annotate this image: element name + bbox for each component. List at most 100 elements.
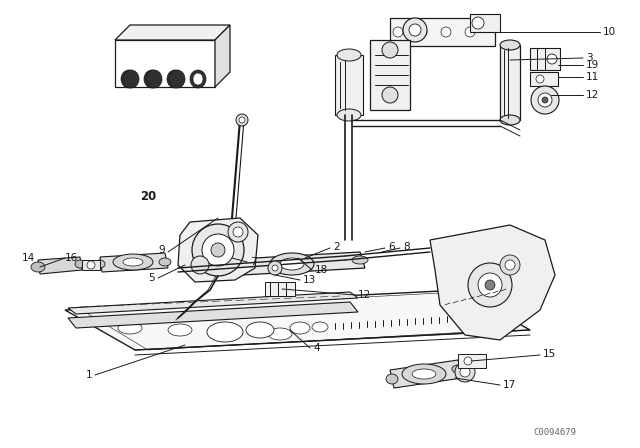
Text: 11: 11 xyxy=(586,72,599,82)
Circle shape xyxy=(468,263,512,307)
Circle shape xyxy=(382,42,398,58)
Circle shape xyxy=(465,27,475,37)
Circle shape xyxy=(472,17,484,29)
Circle shape xyxy=(236,114,248,126)
Circle shape xyxy=(460,367,470,377)
Ellipse shape xyxy=(193,73,203,85)
Text: 4: 4 xyxy=(313,343,319,353)
Ellipse shape xyxy=(75,260,85,268)
Polygon shape xyxy=(430,225,555,340)
Bar xyxy=(115,40,215,87)
Ellipse shape xyxy=(337,49,361,61)
Text: 16: 16 xyxy=(65,253,78,263)
Text: 13: 13 xyxy=(303,275,316,285)
Polygon shape xyxy=(100,253,168,272)
Ellipse shape xyxy=(312,322,328,332)
Ellipse shape xyxy=(31,262,45,272)
Ellipse shape xyxy=(144,70,160,88)
Ellipse shape xyxy=(146,70,162,88)
Ellipse shape xyxy=(190,70,206,88)
Circle shape xyxy=(382,87,398,103)
Circle shape xyxy=(441,27,451,37)
Text: 6: 6 xyxy=(388,242,395,252)
Polygon shape xyxy=(68,302,358,328)
Ellipse shape xyxy=(290,322,310,334)
Text: 5: 5 xyxy=(148,273,155,283)
Circle shape xyxy=(485,280,495,290)
Bar xyxy=(370,40,410,110)
Bar xyxy=(390,18,495,46)
Circle shape xyxy=(455,362,475,382)
Circle shape xyxy=(417,27,427,37)
Circle shape xyxy=(536,75,544,83)
Polygon shape xyxy=(215,25,230,87)
Circle shape xyxy=(192,224,244,276)
Ellipse shape xyxy=(268,328,292,340)
Circle shape xyxy=(409,24,421,36)
Text: 10: 10 xyxy=(603,27,616,37)
Circle shape xyxy=(191,256,209,274)
Ellipse shape xyxy=(121,70,137,88)
Text: C0094679: C0094679 xyxy=(534,427,577,436)
Circle shape xyxy=(500,255,520,275)
Text: 12: 12 xyxy=(358,290,371,300)
Bar xyxy=(500,45,520,120)
Circle shape xyxy=(268,261,282,275)
Ellipse shape xyxy=(168,324,192,336)
Circle shape xyxy=(239,117,245,123)
Text: 15: 15 xyxy=(543,349,556,359)
Ellipse shape xyxy=(123,70,139,88)
Circle shape xyxy=(538,93,552,107)
Text: 9: 9 xyxy=(158,245,165,255)
Circle shape xyxy=(542,97,548,103)
Text: 3: 3 xyxy=(586,53,593,63)
Ellipse shape xyxy=(215,264,229,272)
Text: 18: 18 xyxy=(315,265,328,275)
Ellipse shape xyxy=(113,254,153,270)
Ellipse shape xyxy=(500,115,520,125)
Circle shape xyxy=(202,234,234,266)
Text: 8: 8 xyxy=(403,242,410,252)
Bar xyxy=(458,354,486,368)
Ellipse shape xyxy=(280,258,304,270)
Ellipse shape xyxy=(95,260,105,268)
Bar xyxy=(470,14,500,32)
Text: 12: 12 xyxy=(586,90,599,100)
Circle shape xyxy=(393,27,403,37)
Ellipse shape xyxy=(402,364,446,384)
Circle shape xyxy=(531,86,559,114)
Ellipse shape xyxy=(412,369,436,379)
Polygon shape xyxy=(390,360,462,388)
Polygon shape xyxy=(115,25,230,40)
Circle shape xyxy=(505,260,515,270)
Ellipse shape xyxy=(352,256,368,264)
Circle shape xyxy=(464,357,472,365)
Ellipse shape xyxy=(452,365,464,373)
Circle shape xyxy=(272,265,278,271)
Ellipse shape xyxy=(246,322,274,338)
Ellipse shape xyxy=(159,258,171,266)
Ellipse shape xyxy=(147,73,157,85)
Ellipse shape xyxy=(118,322,142,334)
Circle shape xyxy=(547,54,557,64)
Circle shape xyxy=(233,227,243,237)
Ellipse shape xyxy=(386,374,398,384)
Text: 19: 19 xyxy=(586,60,599,70)
Bar xyxy=(530,72,558,86)
Polygon shape xyxy=(38,257,82,274)
Circle shape xyxy=(403,18,427,42)
Ellipse shape xyxy=(124,73,134,85)
Ellipse shape xyxy=(218,326,242,338)
Text: 2: 2 xyxy=(333,242,340,252)
Circle shape xyxy=(87,261,95,269)
Bar xyxy=(335,55,363,115)
Text: 1: 1 xyxy=(85,370,92,380)
Text: 20: 20 xyxy=(140,190,156,203)
Polygon shape xyxy=(178,218,258,282)
Text: 17: 17 xyxy=(503,380,516,390)
Ellipse shape xyxy=(170,73,180,85)
Polygon shape xyxy=(68,292,358,314)
Circle shape xyxy=(228,222,248,242)
Circle shape xyxy=(478,273,502,297)
Text: 7: 7 xyxy=(250,257,257,267)
